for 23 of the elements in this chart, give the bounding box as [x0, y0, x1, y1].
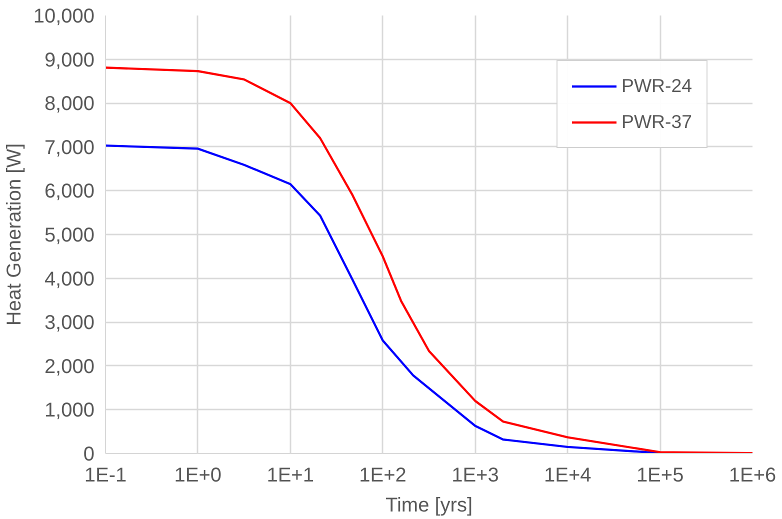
y-tick-label: 4,000: [44, 268, 95, 290]
legend-label: PWR-24: [622, 75, 692, 97]
x-axis-title: Time [yrs]: [385, 494, 473, 516]
y-tick-label: 10,000: [33, 6, 94, 28]
y-tick-label: 1,000: [44, 400, 95, 422]
y-axis-title: Heat Generation [W]: [3, 143, 26, 326]
y-tick-label: 6,000: [44, 180, 95, 203]
x-tick-label: 1E+4: [544, 464, 592, 486]
y-tick-label: 8,000: [44, 93, 95, 116]
x-tick-label: 1E+2: [359, 464, 406, 486]
legend-label: PWR-37: [622, 111, 692, 133]
x-tick-label: 1E+0: [174, 464, 222, 486]
y-tick-label: 3,000: [44, 312, 95, 334]
x-tick-label: 1E+3: [452, 464, 499, 486]
y-tick-label: 9,000: [44, 49, 95, 72]
x-tick-label: 1E-1: [84, 464, 127, 486]
y-tick-label: 7,000: [44, 136, 95, 159]
y-tick-label: 5,000: [44, 224, 95, 246]
y-tick-label: 2,000: [44, 356, 95, 378]
y-tick-label: 0: [83, 444, 94, 466]
x-tick-label: 1E+1: [266, 464, 314, 486]
x-tick-label: 1E+6: [728, 464, 776, 486]
x-tick-label: 1E+5: [636, 464, 684, 486]
